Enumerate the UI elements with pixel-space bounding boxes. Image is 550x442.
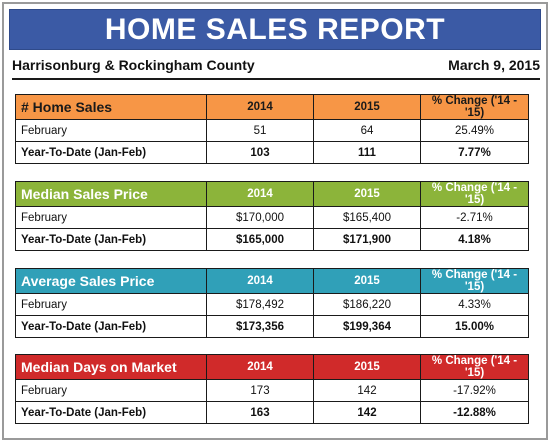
value-2015: $171,900 bbox=[313, 228, 421, 251]
percent-change: 25.49% bbox=[420, 119, 529, 142]
value-2015: 64 bbox=[313, 119, 421, 142]
table-row: Year-To-Date (Jan-Feb) $173,356 $199,364… bbox=[15, 315, 529, 338]
percent-change: 7.77% bbox=[420, 141, 529, 164]
row-label: February bbox=[15, 379, 207, 402]
table-row: February $178,492 $186,220 4.33% bbox=[15, 293, 529, 316]
row-label: Year-To-Date (Jan-Feb) bbox=[15, 228, 207, 251]
table-row: February 51 64 25.49% bbox=[15, 119, 529, 142]
table-title: # Home Sales bbox=[15, 94, 207, 120]
row-label: February bbox=[15, 119, 207, 142]
percent-change: -2.71% bbox=[420, 206, 529, 229]
value-2014: 163 bbox=[206, 401, 314, 424]
median-sales-price-table: Median Sales Price 2014 2015 % Change ('… bbox=[15, 181, 529, 251]
table-row: February $170,000 $165,400 -2.71% bbox=[15, 206, 529, 229]
percent-change: -17.92% bbox=[420, 379, 529, 402]
value-2015: $199,364 bbox=[313, 315, 421, 338]
table-title: Median Sales Price bbox=[15, 181, 207, 207]
column-header-2014: 2014 bbox=[206, 94, 314, 120]
table-row: Year-To-Date (Jan-Feb) $165,000 $171,900… bbox=[15, 228, 529, 251]
table-title: Average Sales Price bbox=[15, 268, 207, 294]
column-header-2014: 2014 bbox=[206, 181, 314, 207]
column-header-change: % Change ('14 - '15) bbox=[420, 268, 529, 294]
percent-change: -12.88% bbox=[420, 401, 529, 424]
table-header-row: Average Sales Price 2014 2015 % Change (… bbox=[15, 268, 529, 294]
row-label: February bbox=[15, 206, 207, 229]
median-days-on-market-table: Median Days on Market 2014 2015 % Change… bbox=[15, 354, 529, 424]
column-header-2015: 2015 bbox=[313, 354, 421, 380]
row-label: Year-To-Date (Jan-Feb) bbox=[15, 141, 207, 164]
column-header-2015: 2015 bbox=[313, 181, 421, 207]
report-date: March 9, 2015 bbox=[448, 57, 540, 73]
percent-change: 4.18% bbox=[420, 228, 529, 251]
value-2015: 111 bbox=[313, 141, 421, 164]
column-header-2014: 2014 bbox=[206, 354, 314, 380]
row-label: February bbox=[15, 293, 207, 316]
column-header-change: % Change ('14 - '15) bbox=[420, 181, 529, 207]
value-2014: $165,000 bbox=[206, 228, 314, 251]
column-header-2014: 2014 bbox=[206, 268, 314, 294]
header-divider bbox=[12, 78, 540, 80]
report-subheader: Harrisonburg & Rockingham County March 9… bbox=[12, 57, 540, 73]
value-2014: $173,356 bbox=[206, 315, 314, 338]
report-title: HOME SALES REPORT bbox=[9, 9, 541, 50]
average-sales-price-table: Average Sales Price 2014 2015 % Change (… bbox=[15, 268, 529, 338]
table-row: Year-To-Date (Jan-Feb) 163 142 -12.88% bbox=[15, 401, 529, 424]
value-2014: $178,492 bbox=[206, 293, 314, 316]
value-2015: $165,400 bbox=[313, 206, 421, 229]
column-header-change: % Change ('14 - '15) bbox=[420, 94, 529, 120]
value-2015: 142 bbox=[313, 401, 421, 424]
percent-change: 15.00% bbox=[420, 315, 529, 338]
value-2015: $186,220 bbox=[313, 293, 421, 316]
percent-change: 4.33% bbox=[420, 293, 529, 316]
value-2014: 51 bbox=[206, 119, 314, 142]
column-header-change: % Change ('14 - '15) bbox=[420, 354, 529, 380]
table-header-row: # Home Sales 2014 2015 % Change ('14 - '… bbox=[15, 94, 529, 120]
table-title: Median Days on Market bbox=[15, 354, 207, 380]
table-row: Year-To-Date (Jan-Feb) 103 111 7.77% bbox=[15, 141, 529, 164]
table-header-row: Median Sales Price 2014 2015 % Change ('… bbox=[15, 181, 529, 207]
value-2014: $170,000 bbox=[206, 206, 314, 229]
location-label: Harrisonburg & Rockingham County bbox=[12, 57, 255, 73]
column-header-2015: 2015 bbox=[313, 268, 421, 294]
value-2014: 103 bbox=[206, 141, 314, 164]
value-2015: 142 bbox=[313, 379, 421, 402]
row-label: Year-To-Date (Jan-Feb) bbox=[15, 315, 207, 338]
value-2014: 173 bbox=[206, 379, 314, 402]
table-header-row: Median Days on Market 2014 2015 % Change… bbox=[15, 354, 529, 380]
home-sales-table: # Home Sales 2014 2015 % Change ('14 - '… bbox=[15, 94, 529, 164]
column-header-2015: 2015 bbox=[313, 94, 421, 120]
table-row: February 173 142 -17.92% bbox=[15, 379, 529, 402]
row-label: Year-To-Date (Jan-Feb) bbox=[15, 401, 207, 424]
